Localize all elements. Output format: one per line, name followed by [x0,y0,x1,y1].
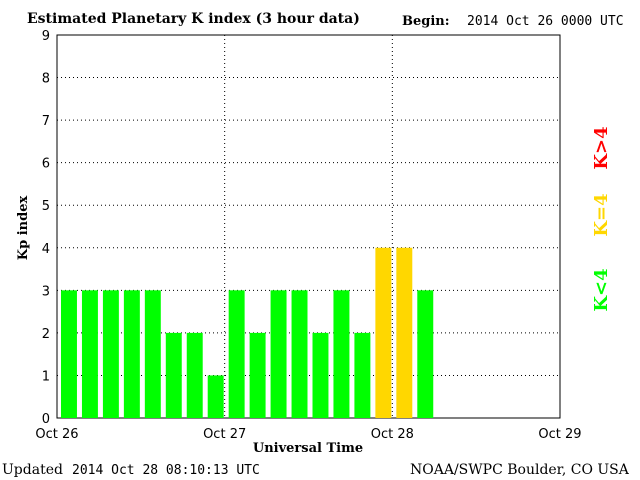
y-tick-label: 1 [42,369,50,384]
y-tick-label: 2 [42,327,50,342]
kp-bar [270,290,287,418]
kp-bar [312,332,329,418]
kp-bar [396,247,413,418]
kp-bar [333,290,350,418]
kp-bar [144,290,161,418]
updated-value: 2014 Oct 28 08:10:13 UTC [72,463,260,478]
kp-bar [417,290,434,418]
updated-label: Updated [2,462,63,478]
kp-bar [375,247,392,418]
y-tick-label: 4 [42,242,50,257]
plot-frame [56,34,561,419]
kp-bar [291,290,308,418]
kp-bar [123,290,140,418]
kp-bar [186,332,203,418]
y-tick-label: 9 [42,29,50,44]
x-tick-label: Oct 26 [35,427,78,442]
y-tick-label: 5 [42,199,50,214]
kp-bar [354,332,371,418]
y-tick-label: 8 [42,72,50,87]
bars [61,247,434,418]
begin-label: Begin: [402,14,450,29]
y-tick-label: 3 [42,284,50,299]
legend-equal-4: K=4 [591,193,612,236]
kp-bar [228,290,245,418]
x-tick-labels: Oct 26 Oct 27 Oct 28 Oct 29 [35,427,581,442]
kp-bar [61,290,77,418]
chart-title: Estimated Planetary K index (3 hour data… [27,11,360,27]
x-tick-label: Oct 27 [203,427,246,442]
legend-below-4: K<4 [591,268,612,311]
legend-above-4: K>4 [591,126,612,169]
y-tick-label: 6 [42,157,50,172]
kp-bar [81,290,98,418]
x-axis-label: Universal Time [253,441,363,456]
y-tick-label: 0 [42,412,50,427]
y-tick-label: 7 [42,114,50,129]
kp-bar [207,375,224,418]
x-tick-label: Oct 28 [371,427,414,442]
kp-bar [249,332,266,418]
kp-bar [102,290,119,418]
x-tick-label: Oct 29 [538,427,581,442]
kp-bar [165,332,182,418]
source-credit: NOAA/SWPC Boulder, CO USA [410,462,630,478]
begin-value: 2014 Oct 26 0000 UTC [467,14,624,29]
y-tick-labels: 0 1 2 3 4 5 6 7 8 9 [42,29,50,427]
y-axis-label: Kp index [16,196,31,261]
